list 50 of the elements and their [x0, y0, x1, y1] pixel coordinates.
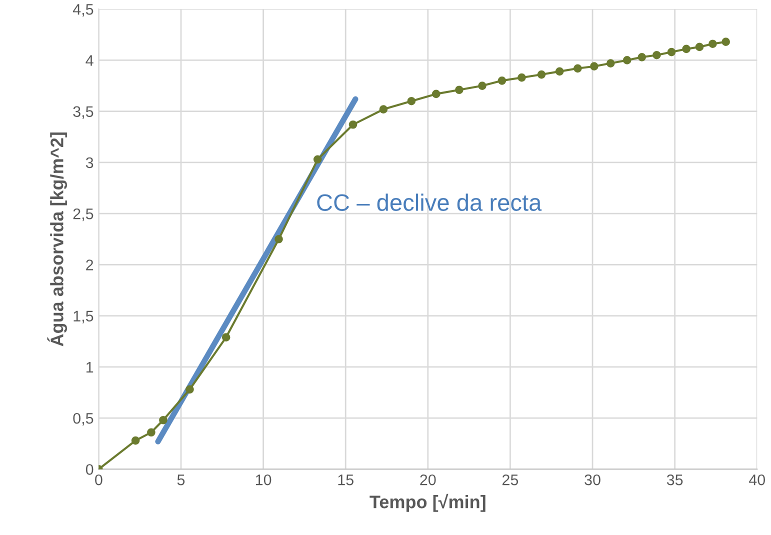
point: [159, 416, 168, 424]
point: [555, 67, 564, 76]
annotation: CC – declive da recta: [317, 194, 542, 211]
x-tick-label: 15: [338, 474, 354, 486]
point: [348, 120, 358, 129]
x-tick-label: 25: [502, 474, 518, 486]
x-tick-label: 0: [95, 474, 102, 486]
point: [518, 73, 526, 82]
point: [313, 155, 322, 164]
x-axis-title: Tempo [√min]: [370, 494, 486, 512]
y-tick-label: 2,5: [73, 208, 94, 222]
point: [131, 436, 140, 445]
point: [222, 333, 230, 342]
point: [498, 76, 506, 85]
point: [407, 96, 416, 106]
point: [574, 64, 582, 73]
y-tick-label: 3,5: [73, 106, 94, 119]
point: [478, 82, 486, 90]
point: [622, 56, 632, 64]
y-tick-label: 0: [86, 464, 94, 475]
point: [455, 86, 464, 94]
point: [667, 48, 676, 56]
x-tick-label: 40: [748, 474, 766, 486]
point: [147, 428, 156, 437]
y-axis-title: Água absorvida [kg/m^2]: [47, 132, 68, 346]
point: [652, 50, 661, 60]
x-tick-label: 35: [666, 474, 683, 486]
point: [606, 59, 615, 68]
point: [682, 44, 691, 54]
point: [708, 40, 717, 48]
point: [274, 234, 283, 244]
x-tick-label: 20: [420, 474, 436, 486]
point: [722, 38, 730, 46]
y-tick-label: 0,5: [73, 412, 94, 426]
point: [432, 90, 440, 98]
y-tick-label: 1,5: [74, 310, 94, 324]
point: [186, 385, 194, 394]
y-tick-label: 4: [86, 55, 94, 66]
point: [638, 52, 646, 62]
y-tick-label: 3: [86, 157, 94, 168]
y-tick-label: 4,5: [72, 4, 94, 17]
point: [379, 105, 388, 114]
point: [590, 62, 598, 71]
y-tick-label: 1: [86, 362, 94, 372]
x-tick-label: 10: [256, 474, 272, 486]
point: [537, 70, 546, 79]
x-tick-label: 5: [177, 474, 185, 486]
x-tick-label: 30: [584, 474, 600, 486]
y-tick-label: 2: [86, 260, 94, 270]
point: [695, 42, 704, 52]
